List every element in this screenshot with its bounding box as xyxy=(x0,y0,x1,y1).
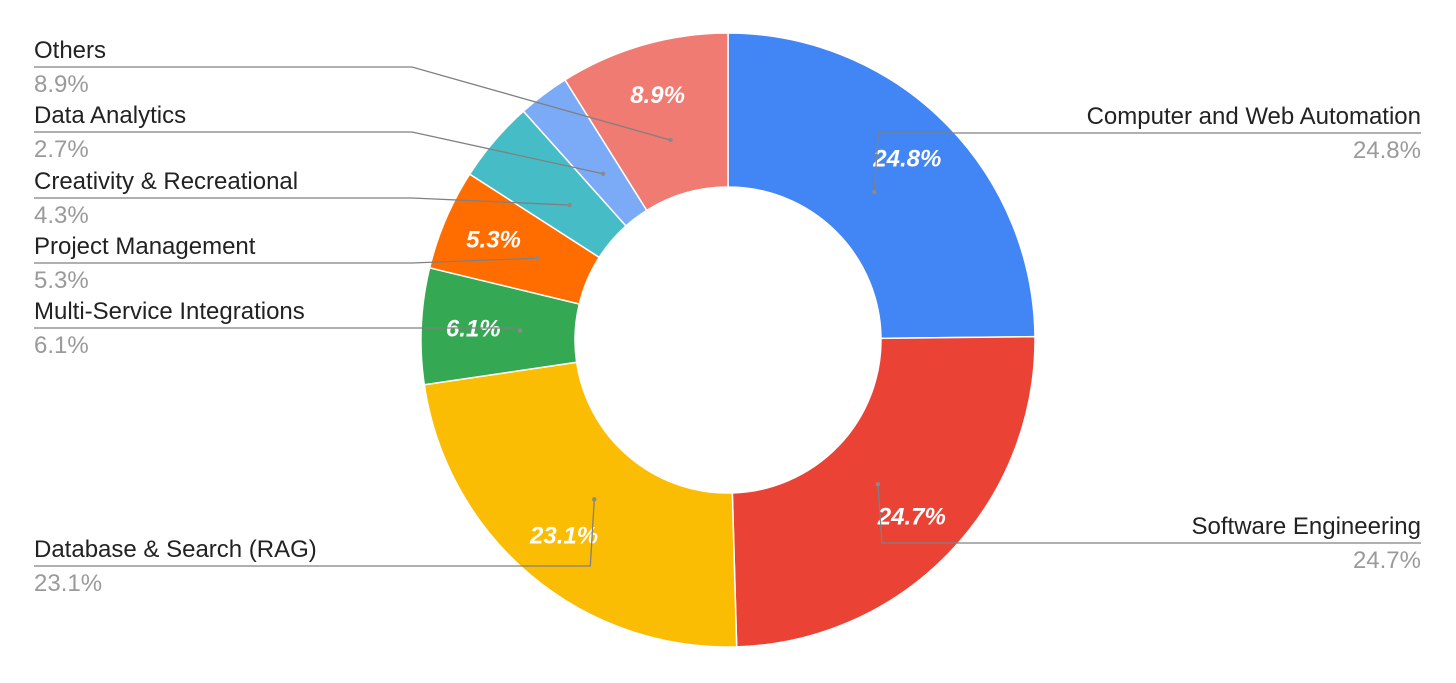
slice-label-computer-and-web-automation: 24.8% xyxy=(872,146,941,173)
legend-value-computer-and-web-automation: 24.8% xyxy=(1353,137,1421,164)
legend-name-multi-service-integrations: Multi-Service Integrations xyxy=(34,298,305,325)
slice-labels: 24.8% 24.7% 23.1% 6.1% 5.3% 8.9% xyxy=(446,82,946,549)
leader-dot-creativity-and-recreational xyxy=(567,202,572,208)
slice-label-others: 8.9% xyxy=(630,82,685,109)
slice-label-software-engineering: 24.7% xyxy=(877,504,946,531)
leader-line-database-and-search-rag xyxy=(34,499,595,567)
slice-label-database-and-search-rag: 23.1% xyxy=(529,522,598,549)
leader-line-software-engineering xyxy=(877,484,1421,544)
legend-name-others: Others xyxy=(34,37,106,64)
legend-name-database-and-search-rag: Database & Search (RAG) xyxy=(34,536,317,563)
legend-value-creativity-and-recreational: 4.3% xyxy=(34,202,89,229)
slices xyxy=(420,32,1036,648)
legend-value-project-management: 5.3% xyxy=(34,267,89,294)
legend-labels: Computer and Web Automation 24.8% Software… xyxy=(34,37,1421,597)
leader-dot-others xyxy=(668,137,673,143)
leader-line-project-management xyxy=(34,257,537,264)
leader-line-data-analytics xyxy=(34,131,604,175)
slice-computer-and-web-automation xyxy=(727,32,1036,340)
legend-name-computer-and-web-automation: Computer and Web Automation xyxy=(1087,103,1421,130)
slice-database-and-search-rag xyxy=(423,361,738,648)
leader-dot-software-engineering xyxy=(875,481,881,487)
slice-software-engineering xyxy=(731,335,1036,648)
legend-value-others: 8.9% xyxy=(34,71,89,98)
leader-line-computer-and-web-automation xyxy=(873,132,1421,193)
leader-line-creativity-and-recreational xyxy=(34,197,570,206)
leader-dot-database-and-search-rag xyxy=(592,497,597,502)
leader-dot-multi-service-integrations xyxy=(518,328,523,333)
leader-line-others xyxy=(34,66,671,141)
legend-value-data-analytics: 2.7% xyxy=(34,136,89,163)
leader-dot-project-management xyxy=(534,256,539,261)
leader-lines xyxy=(34,66,1421,567)
legend-name-software-engineering: Software Engineering xyxy=(1192,513,1421,540)
slice-label-multi-service-integrations: 6.1% xyxy=(446,315,501,342)
slice-label-project-management: 5.3% xyxy=(466,227,521,254)
legend-value-multi-service-integrations: 6.1% xyxy=(34,332,89,359)
legend-value-software-engineering: 24.7% xyxy=(1353,547,1421,574)
legend-name-project-management: Project Management xyxy=(34,233,256,260)
legend-name-creativity-and-recreational: Creativity & Recreational xyxy=(34,168,298,195)
slice-others xyxy=(563,32,729,212)
legend-name-data-analytics: Data Analytics xyxy=(34,102,186,129)
leader-dot-computer-and-web-automation xyxy=(872,189,877,195)
leader-dot-data-analytics xyxy=(600,171,606,176)
legend-value-database-and-search-rag: 23.1% xyxy=(34,570,102,597)
